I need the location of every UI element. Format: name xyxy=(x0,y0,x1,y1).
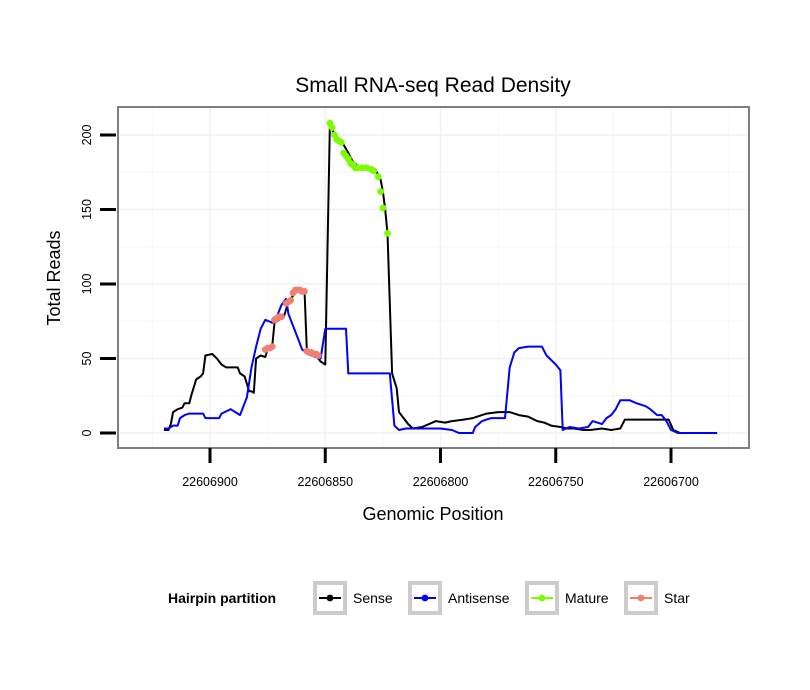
plot-grid xyxy=(118,107,749,448)
legend-label: Mature xyxy=(565,590,609,606)
data-point-star xyxy=(278,313,285,321)
y-tick-label: 100 xyxy=(80,274,94,295)
y-tick-label: 0 xyxy=(80,429,94,436)
data-point-mature xyxy=(370,167,378,175)
series-layer xyxy=(163,119,718,434)
x-axis-title: Genomic Position xyxy=(362,504,503,524)
legend-item-mature: Mature xyxy=(525,581,609,615)
x-tick-label: 22606900 xyxy=(182,475,238,489)
x-tick-label: 22606750 xyxy=(528,475,584,489)
x-tick-label: 22606850 xyxy=(297,475,353,489)
y-tick-label: 50 xyxy=(80,352,94,366)
legend-key-point xyxy=(538,594,546,602)
chart-title: Small RNA-seq Read Density xyxy=(295,74,571,97)
legend-item-star: Star xyxy=(624,581,690,615)
data-point-mature xyxy=(374,173,382,181)
legend-title: Hairpin partition xyxy=(168,590,276,606)
plot-panel xyxy=(117,106,750,449)
y-tick-label: 200 xyxy=(80,125,94,146)
y-axis: 0 50 100 150 200 xyxy=(80,125,116,436)
y-tick-label: 150 xyxy=(80,199,94,220)
data-point-mature xyxy=(377,188,384,196)
series-line-antisense xyxy=(163,297,718,434)
data-point-mature xyxy=(379,204,387,212)
data-point-mature xyxy=(328,124,336,131)
legend: Hairpin partition Sense Antisense Mature St… xyxy=(168,581,690,615)
legend-label: Star xyxy=(664,590,690,606)
data-point-star xyxy=(268,343,276,350)
data-point-mature xyxy=(384,229,391,237)
x-tick-label: 22606800 xyxy=(413,475,469,489)
legend-key-point xyxy=(421,594,429,602)
data-point-star xyxy=(287,297,295,304)
legend-label: Sense xyxy=(353,590,393,606)
legend-label: Antisense xyxy=(448,590,510,606)
legend-key-point xyxy=(637,594,645,602)
x-axis: 22606900 22606850 22606800 22606750 22606700 xyxy=(182,448,699,489)
legend-item-antisense: Antisense xyxy=(408,581,510,615)
legend-item-sense: Sense xyxy=(313,581,393,615)
data-point-star xyxy=(301,288,308,295)
x-tick-label: 22606700 xyxy=(643,475,699,489)
legend-key-point xyxy=(326,594,334,602)
data-point-star xyxy=(314,352,322,359)
data-point-mature xyxy=(338,139,345,146)
y-axis-title: Total Reads xyxy=(44,230,64,325)
